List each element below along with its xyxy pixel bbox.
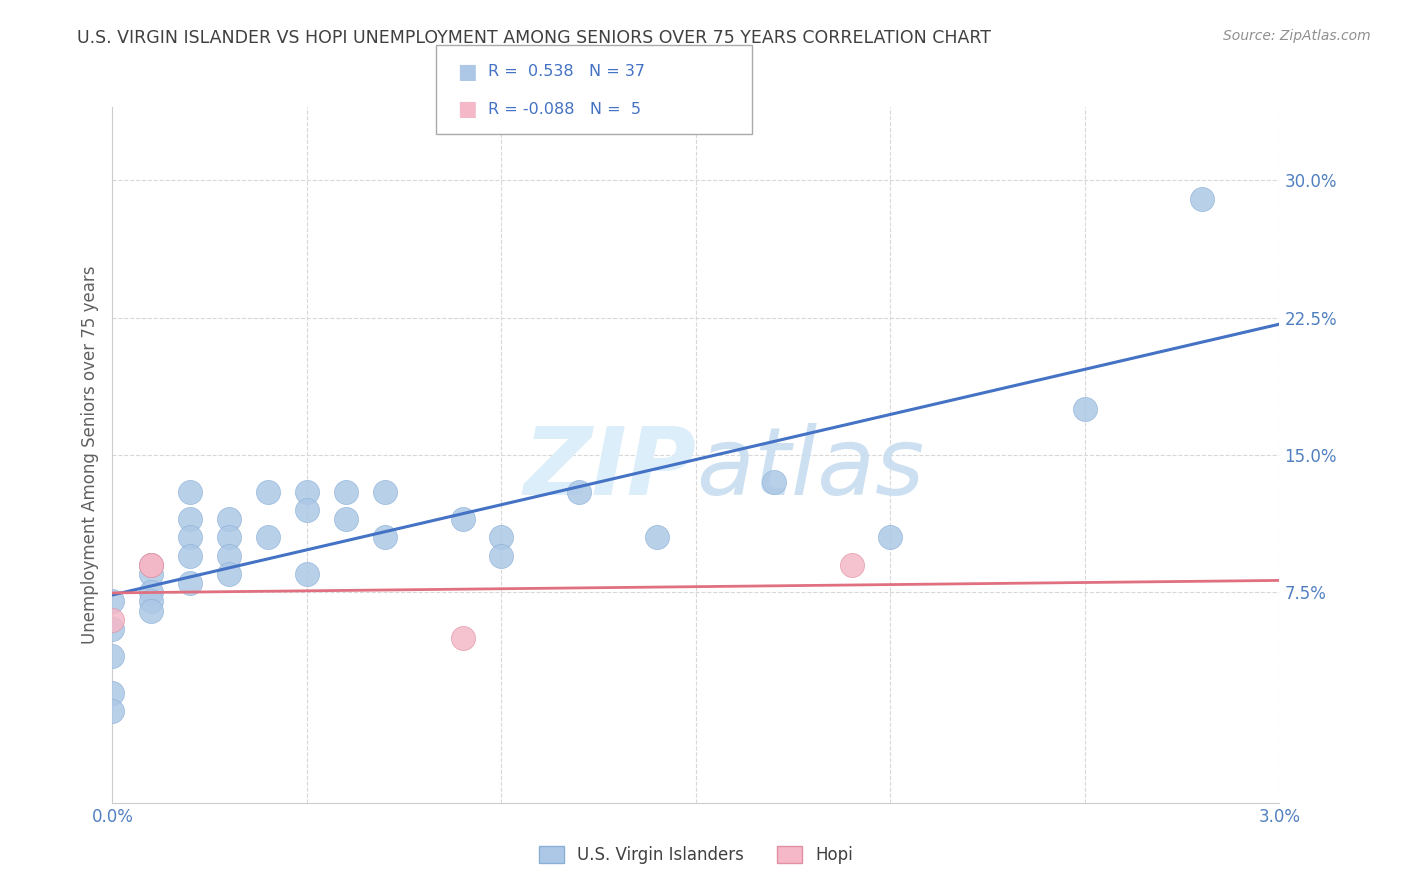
Point [645, 530, 668, 544]
Point [141, 594, 163, 608]
Point [841, 558, 863, 572]
Point [257, 484, 280, 499]
Point [218, 530, 240, 544]
Point [1191, 192, 1213, 206]
Point [218, 566, 240, 581]
Point [179, 549, 201, 563]
Point [101, 613, 124, 627]
Point [218, 512, 240, 526]
Point [141, 558, 163, 572]
Point [101, 594, 124, 608]
Point [101, 622, 124, 636]
Point [101, 649, 124, 664]
Text: ■: ■ [457, 99, 477, 120]
Point [451, 512, 474, 526]
Point [491, 549, 513, 563]
Point [879, 530, 901, 544]
Point [257, 530, 280, 544]
Legend: U.S. Virgin Islanders, Hopi: U.S. Virgin Islanders, Hopi [531, 839, 860, 871]
Point [179, 530, 201, 544]
Point [451, 631, 474, 645]
Point [141, 558, 163, 572]
Text: ■: ■ [457, 62, 477, 81]
Point [141, 558, 163, 572]
Text: R =  0.538   N = 37: R = 0.538 N = 37 [488, 64, 645, 79]
Y-axis label: Unemployment Among Seniors over 75 years: Unemployment Among Seniors over 75 years [80, 266, 98, 644]
Point [374, 530, 396, 544]
Text: R = -0.088   N =  5: R = -0.088 N = 5 [488, 102, 641, 117]
Text: U.S. VIRGIN ISLANDER VS HOPI UNEMPLOYMENT AMONG SENIORS OVER 75 YEARS CORRELATIO: U.S. VIRGIN ISLANDER VS HOPI UNEMPLOYMEN… [77, 29, 991, 47]
Point [1074, 402, 1097, 417]
Point [218, 549, 240, 563]
Point [179, 512, 201, 526]
Text: Source: ZipAtlas.com: Source: ZipAtlas.com [1223, 29, 1371, 44]
Point [141, 603, 163, 617]
Point [295, 484, 318, 499]
Text: atlas: atlas [696, 424, 924, 515]
Point [762, 475, 785, 490]
Point [141, 566, 163, 581]
Point [295, 503, 318, 517]
Point [568, 484, 591, 499]
Point [335, 484, 357, 499]
Point [101, 686, 124, 700]
Point [179, 484, 201, 499]
Text: ZIP: ZIP [523, 423, 696, 515]
Point [491, 530, 513, 544]
Point [141, 585, 163, 599]
Point [179, 576, 201, 591]
Point [374, 484, 396, 499]
Point [295, 566, 318, 581]
Point [101, 704, 124, 718]
Point [335, 512, 357, 526]
